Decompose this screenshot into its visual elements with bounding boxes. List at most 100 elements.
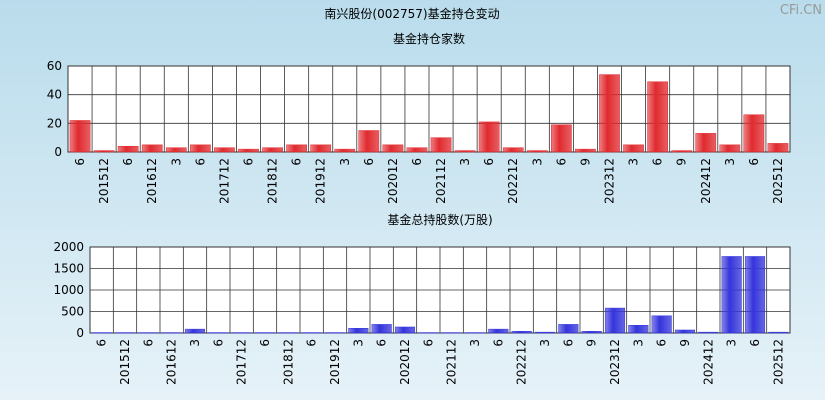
x-tick-label: 3	[538, 339, 552, 347]
y-tick-label: 500	[61, 305, 84, 319]
bar	[581, 331, 602, 334]
bar	[454, 150, 476, 153]
bar	[768, 331, 789, 334]
bar	[744, 256, 766, 334]
y-tick-label: 60	[47, 59, 62, 73]
x-tick-label: 202112	[434, 158, 448, 204]
x-tick-label: 6	[193, 158, 207, 166]
bar	[208, 332, 229, 334]
y-tick-label: 20	[47, 116, 62, 130]
y-tick-label: 1500	[53, 262, 84, 276]
bar	[695, 133, 717, 153]
bar	[502, 147, 524, 153]
bar	[599, 74, 620, 153]
bar	[214, 147, 235, 153]
bar	[767, 143, 789, 153]
bar	[651, 315, 672, 334]
bar	[441, 332, 462, 334]
x-tick-label: 3	[351, 339, 365, 347]
x-tick-label: 6	[73, 158, 87, 166]
x-tick-label: 3	[725, 339, 739, 347]
x-tick-label: 202312	[603, 158, 617, 204]
x-tick-label: 3	[458, 158, 472, 166]
x-tick-label: 3	[530, 158, 544, 166]
x-tick-label: 6	[258, 339, 272, 347]
bar	[238, 148, 259, 153]
bar	[114, 332, 136, 334]
bar	[141, 144, 163, 153]
bar	[184, 328, 206, 334]
chart-title: 基金持仓家数	[393, 31, 465, 46]
x-tick-label: 6	[121, 158, 135, 166]
x-tick-label: 3	[631, 339, 645, 347]
bar	[334, 148, 356, 153]
x-tick-label: 6	[410, 158, 424, 166]
x-tick-label: 202012	[386, 158, 400, 204]
watermark: CFi.CN	[780, 3, 822, 18]
bar	[278, 332, 299, 334]
x-tick-label: 201612	[145, 158, 159, 204]
y-tick-label: 2000	[53, 240, 84, 254]
x-tick-label: 6	[242, 158, 256, 166]
x-tick-label: 3	[338, 158, 352, 166]
x-tick-label: 201512	[118, 339, 132, 385]
page-title: 南兴股份(002757)基金持仓变动	[324, 6, 499, 21]
x-tick-label: 201512	[97, 158, 111, 204]
bar	[262, 147, 283, 153]
x-tick-label: 201912	[314, 158, 328, 204]
x-tick-label: 202012	[398, 339, 412, 385]
x-tick-label: 6	[290, 158, 304, 166]
bar	[286, 144, 307, 153]
bar	[430, 137, 452, 153]
x-tick-label: 6	[141, 339, 155, 347]
bar	[526, 150, 548, 153]
x-tick-label: 202112	[445, 339, 459, 385]
bar	[671, 150, 693, 153]
bar	[551, 124, 572, 153]
bar	[674, 329, 696, 334]
x-tick-label: 6	[305, 339, 319, 347]
x-tick-label: 201812	[281, 339, 295, 385]
x-tick-label: 9	[675, 158, 689, 166]
bar	[418, 332, 439, 334]
x-tick-label: 202412	[699, 158, 713, 204]
bar	[231, 332, 252, 334]
x-tick-label: 6	[375, 339, 389, 347]
x-tick-label: 6	[482, 158, 496, 166]
bar	[511, 331, 532, 334]
bar	[558, 324, 579, 334]
bar	[698, 331, 719, 334]
x-tick-label: 202512	[771, 158, 785, 204]
bar	[190, 144, 211, 153]
x-tick-label: 6	[561, 339, 575, 347]
bar	[721, 256, 742, 334]
x-tick-label: 3	[723, 158, 737, 166]
bar	[69, 120, 91, 153]
bar	[406, 147, 428, 153]
x-tick-label: 9	[678, 339, 692, 347]
x-tick-label: 202212	[515, 339, 529, 385]
y-tick-label: 0	[54, 145, 62, 159]
x-tick-label: 6	[651, 158, 665, 166]
bar	[301, 332, 322, 334]
bar	[91, 332, 112, 334]
x-tick-label: 6	[491, 339, 505, 347]
y-tick-label: 1000	[53, 283, 84, 297]
x-tick-label: 201812	[266, 158, 280, 204]
x-tick-label: 6	[655, 339, 669, 347]
bar	[743, 114, 765, 153]
bar	[719, 144, 741, 153]
x-tick-label: 6	[554, 158, 568, 166]
bar	[254, 332, 276, 334]
y-tick-label: 40	[47, 88, 62, 102]
bar	[310, 144, 332, 153]
x-tick-label: 6	[748, 339, 762, 347]
x-tick-label: 202212	[506, 158, 520, 204]
x-tick-label: 201712	[235, 339, 249, 385]
bar	[161, 332, 182, 334]
x-tick-label: 6	[211, 339, 225, 347]
bar	[534, 331, 556, 334]
x-tick-label: 6	[95, 339, 109, 347]
x-tick-label: 3	[169, 158, 183, 166]
